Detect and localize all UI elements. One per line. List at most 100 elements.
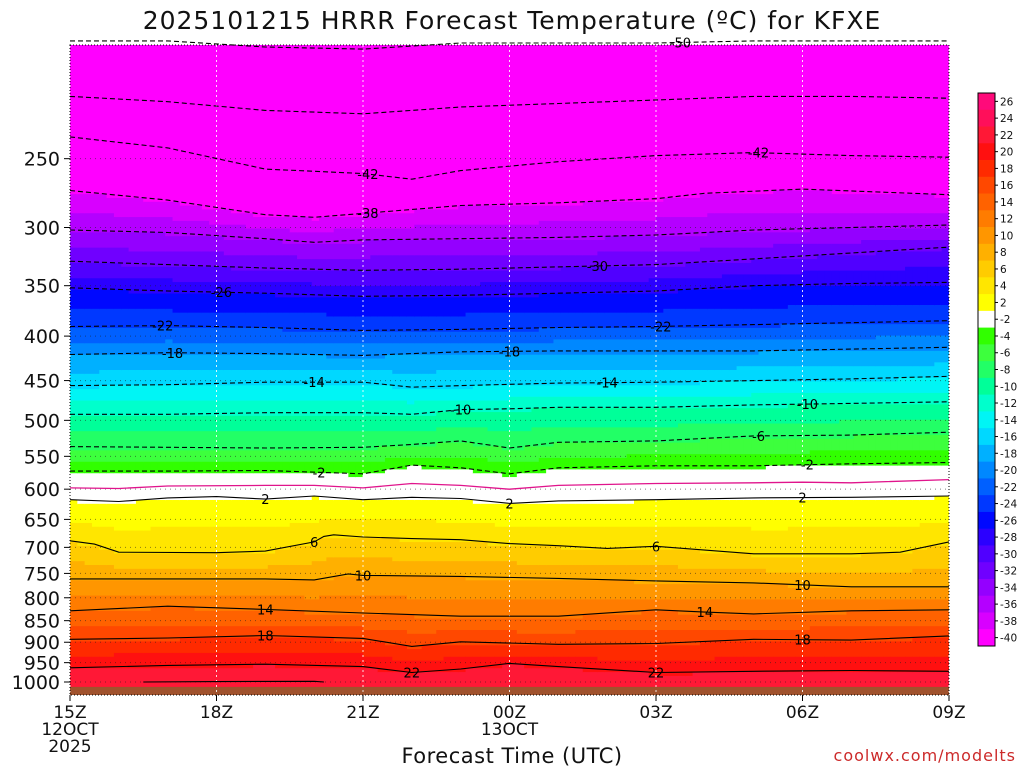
colorbar-swatch bbox=[978, 227, 995, 245]
colorbar-swatch bbox=[978, 528, 995, 546]
y-tick-label: 600 bbox=[24, 479, 60, 501]
colorbar-tick-label: -26 bbox=[1000, 515, 1017, 527]
y-tick-label: 650 bbox=[24, 509, 60, 531]
isotherm-label: 2 bbox=[798, 492, 806, 507]
colorbar-swatch bbox=[978, 361, 995, 379]
isotherm--50 bbox=[70, 40, 949, 50]
isotherm-label: -10 bbox=[450, 404, 471, 419]
colorbar-swatch bbox=[978, 428, 995, 446]
x-tick-label: 15Z bbox=[53, 703, 86, 723]
colorbar-tick-label: 26 bbox=[1000, 96, 1014, 108]
colorbar-swatch bbox=[978, 210, 995, 228]
colorbar-swatch bbox=[978, 294, 995, 312]
isotherm-10 bbox=[70, 573, 949, 588]
colorbar-swatch bbox=[978, 193, 995, 211]
colorbar-swatch bbox=[978, 495, 995, 513]
isotherm-label: -42 bbox=[748, 147, 769, 162]
isotherm-label: -42 bbox=[357, 168, 378, 183]
colorbar-swatch bbox=[978, 310, 995, 329]
colorbar-swatch bbox=[978, 109, 995, 127]
isotherm-label: 10 bbox=[355, 569, 372, 584]
isotherm-label: 18 bbox=[257, 629, 274, 644]
colorbar-swatch bbox=[978, 176, 995, 194]
colorbar-swatch bbox=[978, 394, 995, 412]
colorbar-tick-label: -20 bbox=[1000, 465, 1017, 477]
x-tick-label: 12OCT bbox=[41, 720, 99, 740]
colorbar-swatch bbox=[978, 277, 995, 295]
colorbar-swatch bbox=[978, 143, 995, 161]
y-tick-label: 400 bbox=[24, 326, 60, 348]
isotherm--22 bbox=[69, 320, 950, 331]
colorbar-tick-label: -36 bbox=[1000, 599, 1017, 611]
colorbar-swatch bbox=[978, 612, 995, 630]
isotherm-label: -14 bbox=[304, 376, 325, 391]
isotherm-label: 18 bbox=[794, 634, 811, 649]
colorbar-tick-label: -24 bbox=[1000, 499, 1017, 511]
x-tick-label: 00Z bbox=[493, 703, 526, 723]
colorbar-tick-label: -8 bbox=[1000, 365, 1010, 377]
colorbar-tick-label: 16 bbox=[1000, 180, 1014, 192]
colorbar-swatch bbox=[978, 93, 995, 111]
isotherm-label: 22 bbox=[404, 666, 421, 681]
colorbar-tick-label: 6 bbox=[1000, 264, 1007, 276]
isotherm-label: 14 bbox=[257, 603, 274, 618]
colorbar-swatch bbox=[978, 126, 995, 144]
colorbar-swatch bbox=[978, 411, 995, 429]
isotherm-label: -38 bbox=[357, 207, 378, 222]
y-tick-label: 1000 bbox=[12, 672, 60, 694]
temperature-fill bbox=[70, 45, 949, 695]
colorbar-swatch bbox=[978, 578, 995, 597]
y-tick-label: 750 bbox=[24, 563, 60, 585]
colorbar-swatch bbox=[978, 160, 995, 178]
x-tick-label: 06Z bbox=[786, 703, 819, 723]
x-tick-label: 03Z bbox=[639, 703, 672, 723]
colorbar-swatch bbox=[978, 243, 995, 261]
isotherm-label: 6 bbox=[310, 536, 318, 551]
x-tick-label: 21Z bbox=[346, 703, 379, 723]
colorbar-swatch bbox=[978, 478, 995, 496]
colorbar-tick-label: 4 bbox=[1000, 281, 1007, 293]
colorbar-swatch bbox=[978, 327, 995, 345]
colorbar-swatch bbox=[978, 629, 995, 647]
colorbar-tick-label: 10 bbox=[1000, 230, 1013, 242]
colorbar-tick-label: 8 bbox=[1000, 247, 1007, 259]
isotherm-0 bbox=[69, 478, 950, 490]
colorbar-tick-label: -10 bbox=[1000, 381, 1017, 393]
chart-title: 2025101215 HRRR Forecast Temperature (ºC… bbox=[142, 6, 882, 35]
isotherm-label: -18 bbox=[162, 347, 183, 362]
y-tick-label: 850 bbox=[24, 611, 60, 633]
isotherm--30 bbox=[69, 246, 950, 271]
colorbar-swatch bbox=[978, 461, 995, 479]
colorbar-tick-label: 24 bbox=[1000, 113, 1014, 125]
isotherm-label: -22 bbox=[650, 320, 671, 335]
y-tick-label: 500 bbox=[24, 410, 60, 432]
isotherm-label: -6 bbox=[752, 430, 765, 445]
colorbar-tick-label: -28 bbox=[1000, 532, 1017, 544]
isotherm-label: -50 bbox=[670, 36, 691, 51]
x-tick-label: 09Z bbox=[932, 703, 965, 723]
colorbar-swatch bbox=[978, 344, 995, 362]
isotherm-label: -26 bbox=[211, 286, 232, 301]
colorbar-tick-label: -2 bbox=[1000, 314, 1010, 326]
colorbar-tick-label: -18 bbox=[1000, 448, 1017, 460]
colorbar-tick-label: 18 bbox=[1000, 163, 1013, 175]
colorbar-tick-label: 20 bbox=[1000, 147, 1013, 159]
isotherm--42 bbox=[69, 136, 950, 180]
colorbar-tick-label: 22 bbox=[1000, 130, 1013, 142]
isotherm-label: -30 bbox=[587, 260, 608, 275]
y-tick-label: 700 bbox=[24, 537, 60, 559]
isotherm--38 bbox=[69, 188, 950, 218]
isotherm-26 bbox=[143, 680, 324, 683]
y-tick-label: 800 bbox=[24, 588, 60, 610]
y-tick-label: 900 bbox=[24, 632, 60, 654]
y-tick-label: 550 bbox=[24, 446, 60, 468]
colorbar-tick-label: -32 bbox=[1000, 566, 1017, 578]
isotherm-6 bbox=[69, 534, 950, 555]
x-tick-label: 13OCT bbox=[481, 720, 539, 740]
colorbar-tick-label: -4 bbox=[1000, 331, 1011, 343]
x-tick-label: 18Z bbox=[200, 703, 233, 723]
x-axis-label: Forecast Time (UTC) bbox=[401, 744, 623, 768]
colorbar-tick-label: -12 bbox=[1000, 398, 1017, 410]
colorbar-swatch bbox=[978, 260, 995, 278]
